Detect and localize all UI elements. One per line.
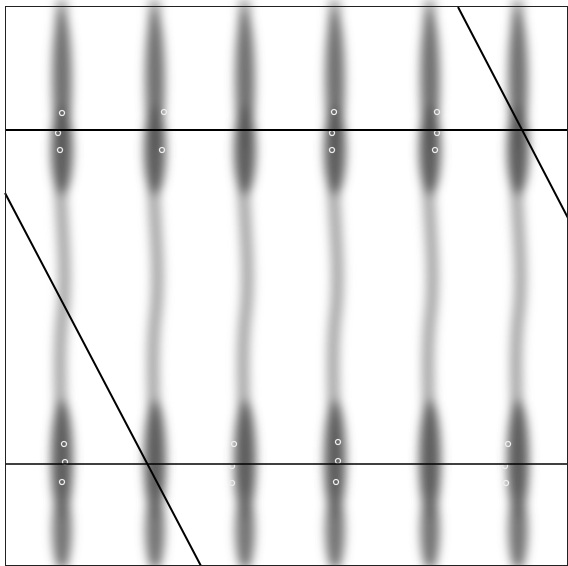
background: [0, 0, 568, 566]
image: [0, 0, 568, 566]
